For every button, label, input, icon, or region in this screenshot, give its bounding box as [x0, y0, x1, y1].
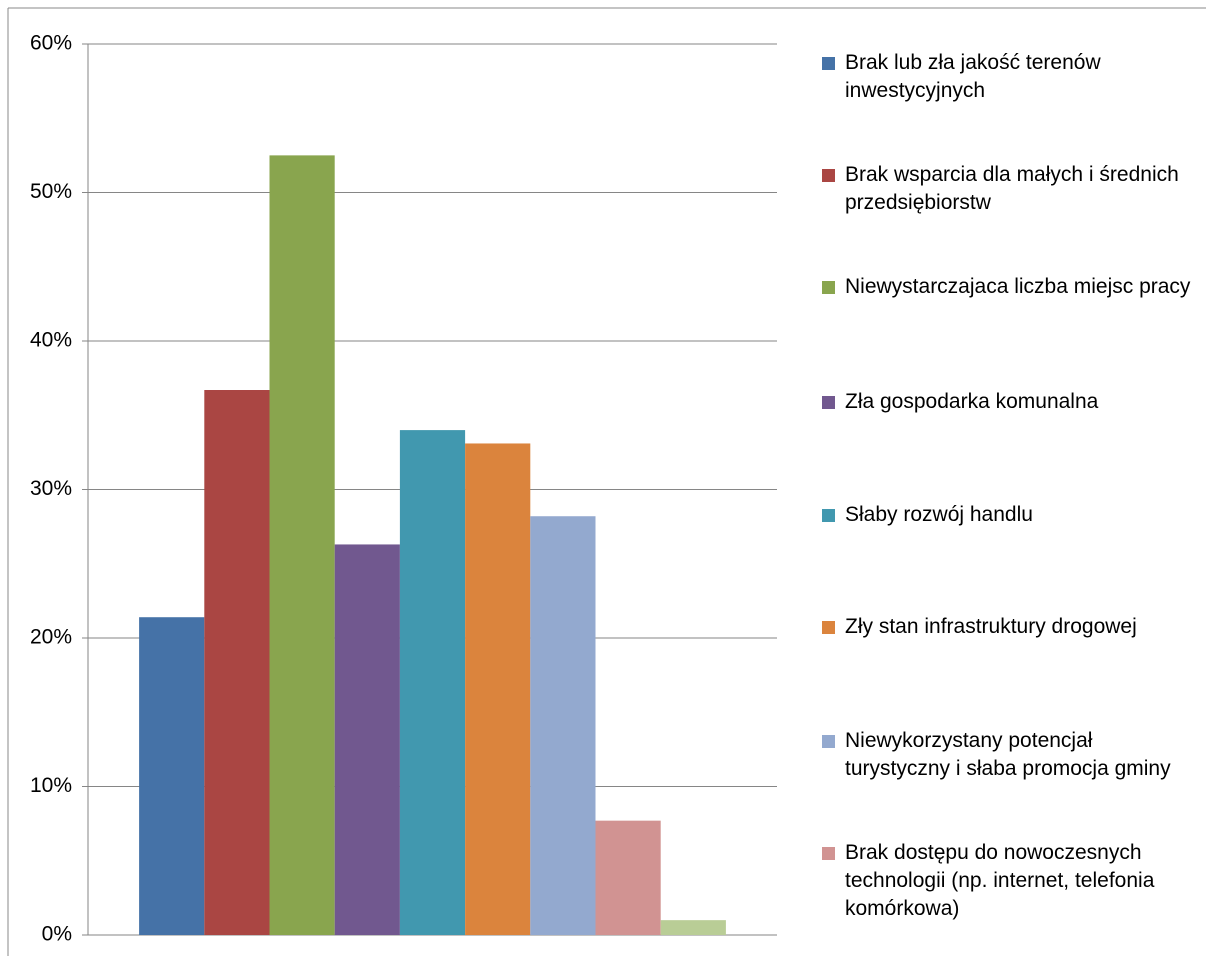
legend-swatch — [822, 621, 835, 634]
legend-swatch — [822, 735, 835, 748]
legend-item: Brak dostępu do nowoczesnych technologii… — [822, 839, 1202, 923]
bar — [334, 544, 400, 935]
legend-label: Brak dostępu do nowoczesnych technologii… — [845, 841, 1155, 920]
y-tick-label: 20% — [30, 626, 72, 649]
legend-label: Zły stan infrastruktury drogowej — [845, 615, 1137, 638]
bar — [139, 617, 205, 935]
legend-item: Brak wsparcia dla małych i średnich prze… — [822, 161, 1202, 217]
legend-label: Niewykorzystany potencjał turystyczny i … — [845, 729, 1171, 780]
bar — [204, 390, 270, 935]
legend-swatch — [822, 169, 835, 182]
legend-swatch — [822, 57, 835, 70]
y-tick-label: 10% — [30, 774, 72, 797]
legend-item: Niewystarczajaca liczba miejsc pracy — [822, 273, 1202, 301]
legend-item: Słaby rozwój handlu — [822, 501, 1202, 529]
legend-item: Zła gospodarka komunalna — [822, 388, 1202, 416]
bar — [595, 820, 661, 935]
y-tick-label: 60% — [30, 32, 72, 55]
y-tick-label: 50% — [30, 180, 72, 203]
legend-item: Niewykorzystany potencjał turystyczny i … — [822, 727, 1202, 783]
bar — [399, 430, 466, 935]
y-tick-label: 30% — [30, 477, 72, 500]
y-tick-label: 0% — [42, 923, 72, 946]
legend-label: Brak wsparcia dla małych i średnich prze… — [845, 163, 1179, 214]
legend-swatch — [822, 509, 835, 522]
bar — [465, 443, 531, 935]
bar — [530, 516, 596, 935]
legend-item: Brak lub zła jakość terenów inwestycyjny… — [822, 49, 1202, 105]
legend-label: Brak lub zła jakość terenów inwestycyjny… — [845, 51, 1101, 102]
bar — [660, 920, 726, 935]
legend-item: Zły stan infrastruktury drogowej — [822, 613, 1202, 641]
legend-label: Niewystarczajaca liczba miejsc pracy — [845, 275, 1191, 298]
y-tick-label: 40% — [30, 329, 72, 352]
bar — [269, 155, 335, 935]
legend-swatch — [822, 396, 835, 409]
legend-swatch — [822, 281, 835, 294]
legend-label: Zła gospodarka komunalna — [845, 390, 1099, 413]
legend-swatch — [822, 847, 835, 860]
legend-label: Słaby rozwój handlu — [845, 503, 1033, 526]
